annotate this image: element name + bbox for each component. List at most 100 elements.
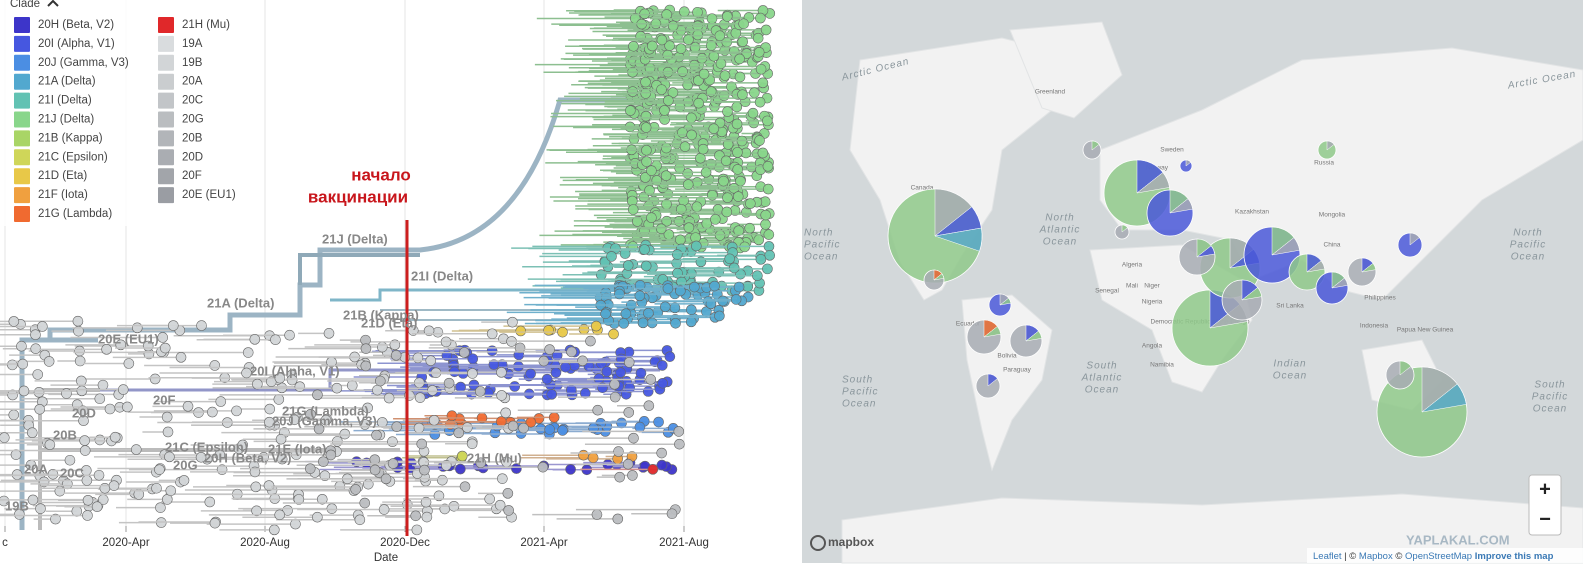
- tip[interactable]: [360, 343, 372, 354]
- tip[interactable]: [614, 288, 625, 300]
- tip[interactable]: [657, 377, 668, 389]
- tip[interactable]: [165, 485, 177, 497]
- tip[interactable]: [762, 183, 774, 195]
- tip[interactable]: [613, 446, 624, 457]
- tip[interactable]: [47, 468, 59, 480]
- pie-slice[interactable]: [1091, 140, 1100, 151]
- tip[interactable]: [10, 449, 22, 460]
- tip[interactable]: [16, 340, 27, 352]
- tip[interactable]: [377, 417, 388, 428]
- tip[interactable]: [747, 107, 759, 119]
- tip[interactable]: [130, 444, 142, 455]
- tip[interactable]: [414, 392, 426, 403]
- tip[interactable]: [269, 524, 280, 536]
- tip[interactable]: [453, 427, 465, 439]
- tip[interactable]: [763, 241, 775, 252]
- tip[interactable]: [753, 47, 765, 58]
- tip[interactable]: [541, 373, 553, 385]
- tip[interactable]: [683, 34, 694, 45]
- tip[interactable]: [502, 488, 514, 499]
- legend-swatch[interactable]: [158, 17, 174, 33]
- tip[interactable]: [204, 496, 216, 508]
- tip[interactable]: [601, 366, 613, 377]
- tip[interactable]: [714, 30, 726, 42]
- tip[interactable]: [760, 24, 772, 36]
- tip[interactable]: [642, 386, 654, 397]
- tip[interactable]: [313, 423, 325, 435]
- tip[interactable]: [360, 360, 372, 372]
- tip[interactable]: [339, 428, 351, 440]
- tip[interactable]: [159, 342, 171, 354]
- osm-link[interactable]: OpenStreetMap: [1405, 551, 1472, 562]
- tip[interactable]: [661, 142, 672, 154]
- tip[interactable]: [207, 406, 218, 418]
- tip[interactable]: [507, 316, 518, 328]
- tip[interactable]: [79, 445, 91, 456]
- tip[interactable]: [691, 177, 703, 188]
- tip[interactable]: [671, 249, 683, 260]
- tip[interactable]: [251, 505, 262, 517]
- legend-label[interactable]: 20J (Gamma, V3): [38, 57, 129, 69]
- tip[interactable]: [592, 404, 604, 416]
- tip[interactable]: [731, 101, 743, 113]
- legend-label[interactable]: 21B (Kappa): [38, 132, 103, 144]
- tip[interactable]: [628, 40, 639, 52]
- mapbox-link[interactable]: Mapbox: [1359, 551, 1393, 562]
- tip[interactable]: [231, 405, 242, 417]
- tip[interactable]: [73, 325, 84, 337]
- tip[interactable]: [209, 360, 221, 371]
- tip[interactable]: [270, 334, 281, 346]
- tip[interactable]: [274, 509, 285, 521]
- tip[interactable]: [164, 451, 175, 463]
- tip[interactable]: [484, 493, 495, 505]
- tip[interactable]: [410, 510, 421, 522]
- tip[interactable]: [318, 456, 329, 467]
- tip[interactable]: [294, 381, 306, 392]
- tip[interactable]: [263, 480, 275, 491]
- tip[interactable]: [488, 359, 500, 370]
- tip[interactable]: [544, 344, 555, 355]
- tip[interactable]: [741, 48, 753, 59]
- tip[interactable]: [655, 223, 667, 235]
- tip[interactable]: [731, 118, 743, 130]
- tip[interactable]: [346, 380, 358, 391]
- tip[interactable]: [754, 96, 766, 108]
- tip[interactable]: [7, 359, 18, 371]
- legend-swatch[interactable]: [14, 168, 30, 185]
- tip[interactable]: [666, 508, 678, 520]
- tip[interactable]: [627, 86, 639, 97]
- tip[interactable]: [264, 403, 276, 415]
- tip[interactable]: [667, 20, 679, 32]
- tip[interactable]: [614, 471, 626, 483]
- tip[interactable]: [503, 505, 514, 516]
- tip[interactable]: [675, 234, 686, 246]
- tip[interactable]: [625, 105, 636, 116]
- tip[interactable]: [104, 403, 116, 415]
- tip[interactable]: [719, 70, 731, 81]
- tip[interactable]: [708, 123, 720, 134]
- legend-label[interactable]: 21D (Eta): [38, 170, 87, 182]
- tip[interactable]: [249, 334, 261, 345]
- tip[interactable]: [639, 244, 650, 255]
- tip[interactable]: [30, 329, 41, 340]
- tip[interactable]: [691, 240, 702, 252]
- tip[interactable]: [544, 424, 555, 435]
- pie-slice[interactable]: [1409, 232, 1420, 246]
- legend-label[interactable]: 20A: [182, 76, 203, 88]
- tip[interactable]: [82, 494, 94, 506]
- tip[interactable]: [123, 358, 135, 369]
- tip[interactable]: [634, 290, 646, 302]
- tip[interactable]: [597, 382, 608, 394]
- tip[interactable]: [622, 260, 634, 271]
- pie-slice[interactable]: [1399, 360, 1412, 376]
- tip[interactable]: [32, 369, 44, 380]
- tip[interactable]: [706, 13, 718, 24]
- tip[interactable]: [627, 204, 639, 215]
- legend-label[interactable]: 21G (Lambda): [38, 208, 112, 220]
- tip[interactable]: [663, 95, 674, 106]
- tip[interactable]: [316, 493, 328, 505]
- tip[interactable]: [656, 360, 668, 371]
- tip[interactable]: [369, 464, 381, 476]
- tip[interactable]: [706, 40, 717, 51]
- tip[interactable]: [456, 450, 468, 462]
